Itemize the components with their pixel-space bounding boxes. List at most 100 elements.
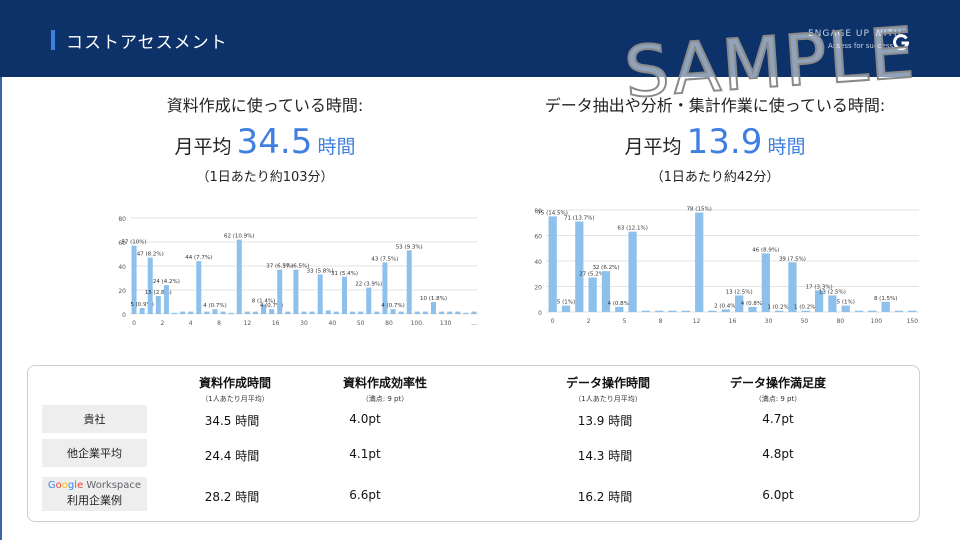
bar xyxy=(828,295,837,312)
bar xyxy=(628,231,637,312)
bar xyxy=(390,309,396,314)
data-label: 10 (1.8%) xyxy=(420,296,447,302)
y-tick-label: 80 xyxy=(534,208,542,215)
y-tick-label: 60 xyxy=(118,240,126,247)
bar xyxy=(548,216,557,312)
stat-prefix: 月平均 xyxy=(624,136,682,158)
table-cell: 6.0pt xyxy=(762,488,794,502)
table-cell: 28.2 時間 xyxy=(204,490,260,504)
x-tick-label: 2 xyxy=(587,318,591,325)
data-label: 4 (0.7%) xyxy=(260,303,284,309)
x-tick-label: 80 xyxy=(385,320,393,327)
bar xyxy=(463,312,469,314)
row-label-other-average: 他企業平均 xyxy=(42,439,147,467)
x-tick-label: 80 xyxy=(837,318,845,325)
bar xyxy=(341,276,347,314)
x-tick-label: 50 xyxy=(357,320,365,327)
bar xyxy=(172,312,178,314)
data-label: 2 (0.4%) xyxy=(714,303,738,309)
bar xyxy=(204,311,210,314)
y-tick-label: 40 xyxy=(534,259,542,266)
data-label: 75 (14.5%) xyxy=(537,210,568,216)
col-head-data-time: データ操作時間 （1人あたり月平均） xyxy=(533,374,683,404)
bar xyxy=(309,311,315,314)
data-label: 37 (6.5%) xyxy=(266,264,293,270)
bar xyxy=(447,311,453,314)
x-tick-label: 100 xyxy=(871,318,883,325)
data-label: 5 (1%) xyxy=(837,300,855,306)
y-tick-label: 20 xyxy=(534,285,542,292)
bar xyxy=(708,310,717,312)
x-tick-label: 0 xyxy=(551,318,555,325)
bar xyxy=(641,310,651,312)
header-bar: コストアセスメント ENGAGE UP WITH Assess for succ… xyxy=(0,0,960,77)
data-label: 5 (1%) xyxy=(557,300,575,306)
bar xyxy=(721,309,730,312)
brand-text: ENGAGE UP WITH Assess for success xyxy=(808,30,902,50)
data-label: 4 (0.7%) xyxy=(381,303,405,309)
bar xyxy=(575,221,584,312)
table-cell: 4.1pt xyxy=(349,447,381,461)
bar xyxy=(131,245,137,314)
bar xyxy=(277,269,283,314)
table-cell: 13.9 時間 xyxy=(577,414,633,428)
col-sub: （満点: 9 pt） xyxy=(361,395,409,403)
data-label: 13 (2.5%) xyxy=(726,289,753,295)
data-label: 44 (7.7%) xyxy=(185,255,212,261)
data-label: 4 (0.8%) xyxy=(608,301,632,307)
bar xyxy=(163,285,169,314)
y-tick-label: 60 xyxy=(534,234,542,241)
bar xyxy=(601,271,611,312)
data-label: 53 (9.3%) xyxy=(396,244,423,250)
bar xyxy=(220,311,226,314)
x-tick-label: 16 xyxy=(272,320,280,327)
bar xyxy=(252,311,258,314)
bar xyxy=(317,274,323,314)
table-cell: 6.6pt xyxy=(349,488,381,502)
bar xyxy=(908,310,917,312)
x-tick-label: 100. xyxy=(411,320,424,327)
bar xyxy=(655,310,664,312)
bar xyxy=(814,290,824,312)
stat-sub: （1日あたり約42分） xyxy=(650,170,780,185)
bar xyxy=(561,305,571,312)
col-sub: （1人あたり月平均） xyxy=(574,395,642,403)
bar xyxy=(801,310,810,312)
bar xyxy=(366,287,372,314)
col-title: データ操作時間 xyxy=(565,376,650,390)
data-label: 4 (0.7%) xyxy=(203,303,227,309)
brand-line-1: ENGAGE UP WITH xyxy=(808,29,902,39)
row-label-own-company: 貴社 xyxy=(42,405,147,433)
chart-doc-time: 0 20 40 60 80 57 (10%) 5 (0.9%) 47 (8.2%) 15 (2.… xyxy=(112,208,482,334)
chart-data-time: 0 20 40 60 80 75 (14.5%) 5 (1%) 71 (13.7%) 27 (5… xyxy=(528,200,923,332)
col-head-doc-time: 資料作成時間 （1人あたり月平均） xyxy=(160,374,310,404)
data-label: 1 (0.2%) xyxy=(767,305,791,311)
bar xyxy=(615,306,624,312)
stat-sub: （1日あたり約103分） xyxy=(196,170,334,185)
x-tick-label: 8 xyxy=(659,318,663,325)
bar xyxy=(788,262,797,312)
bar xyxy=(333,311,339,314)
data-label: 8 (1.4%) xyxy=(252,298,276,304)
data-label: 24 (4.2%) xyxy=(153,279,180,285)
data-label: 71 (13.7%) xyxy=(564,215,595,221)
x-tick-label: ... xyxy=(471,320,477,327)
row-label-workspace-example: Google Workspace 利用企業例 xyxy=(42,477,147,511)
bar xyxy=(414,311,420,314)
y-tick-label: 0 xyxy=(538,310,542,317)
google-workspace-logo: Google Workspace xyxy=(47,480,142,491)
data-label: 39 (7.5%) xyxy=(779,256,806,262)
row-label-text: 利用企業例 xyxy=(67,494,122,507)
y-tick-label: 80 xyxy=(118,216,126,223)
brand-line-2: Assess for success xyxy=(828,42,894,50)
bar xyxy=(358,311,364,314)
x-tick-label: 50 xyxy=(801,318,809,325)
left-edge-line xyxy=(0,77,2,540)
stat-unit: 時間 xyxy=(317,136,356,158)
bar xyxy=(881,301,890,312)
data-label: 37 (6.5%) xyxy=(282,264,309,270)
bar xyxy=(155,296,161,314)
bar xyxy=(196,261,202,314)
